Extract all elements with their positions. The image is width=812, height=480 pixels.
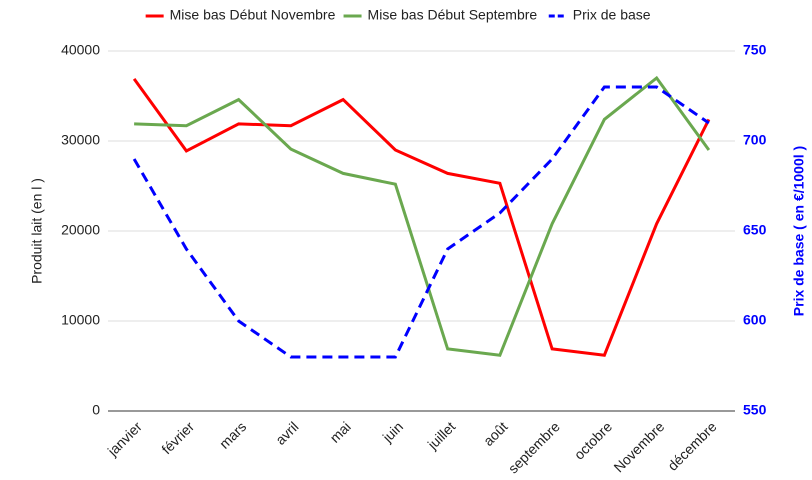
y2-axis-label: Prix de base ( en €/1000l ) [791,146,807,316]
x-tick-label: juillet [424,418,459,453]
x-tick-label: octobre [571,418,615,462]
y-tick-label: 30000 [61,132,100,148]
x-tick-label: mars [216,418,249,451]
series-line [132,78,711,357]
x-tick-label: février [158,418,197,457]
y2-tick-label: 550 [743,402,767,418]
y-tick-label: 40000 [61,42,100,58]
y-tick-label: 10000 [61,312,100,328]
y2-tick-label: 600 [743,312,767,328]
legend-label: Prix de base [573,7,651,23]
y2-tick-label: 650 [743,222,767,238]
x-tick-label: août [480,418,511,449]
y-axis-label: Produit lait (en l ) [29,178,45,284]
x-tick-label: avril [272,418,301,447]
x-tick-label: septembre [505,418,563,476]
legend-label: Mise bas Début Novembre [170,7,336,23]
x-tick-label: décembre [664,418,719,473]
x-tick-label: mai [327,418,354,445]
y-tick-label: 20000 [61,222,100,238]
x-tick-label: janvier [104,418,145,459]
y2-tick-label: 750 [743,42,767,58]
legend-label: Mise bas Début Septembre [368,7,538,23]
series-line [134,75,711,357]
x-tick-label: Novembre [610,418,667,475]
series-line [132,85,710,359]
x-tick-label: juin [379,418,406,445]
y-tick-label: 0 [92,402,100,418]
y2-tick-label: 700 [743,132,767,148]
